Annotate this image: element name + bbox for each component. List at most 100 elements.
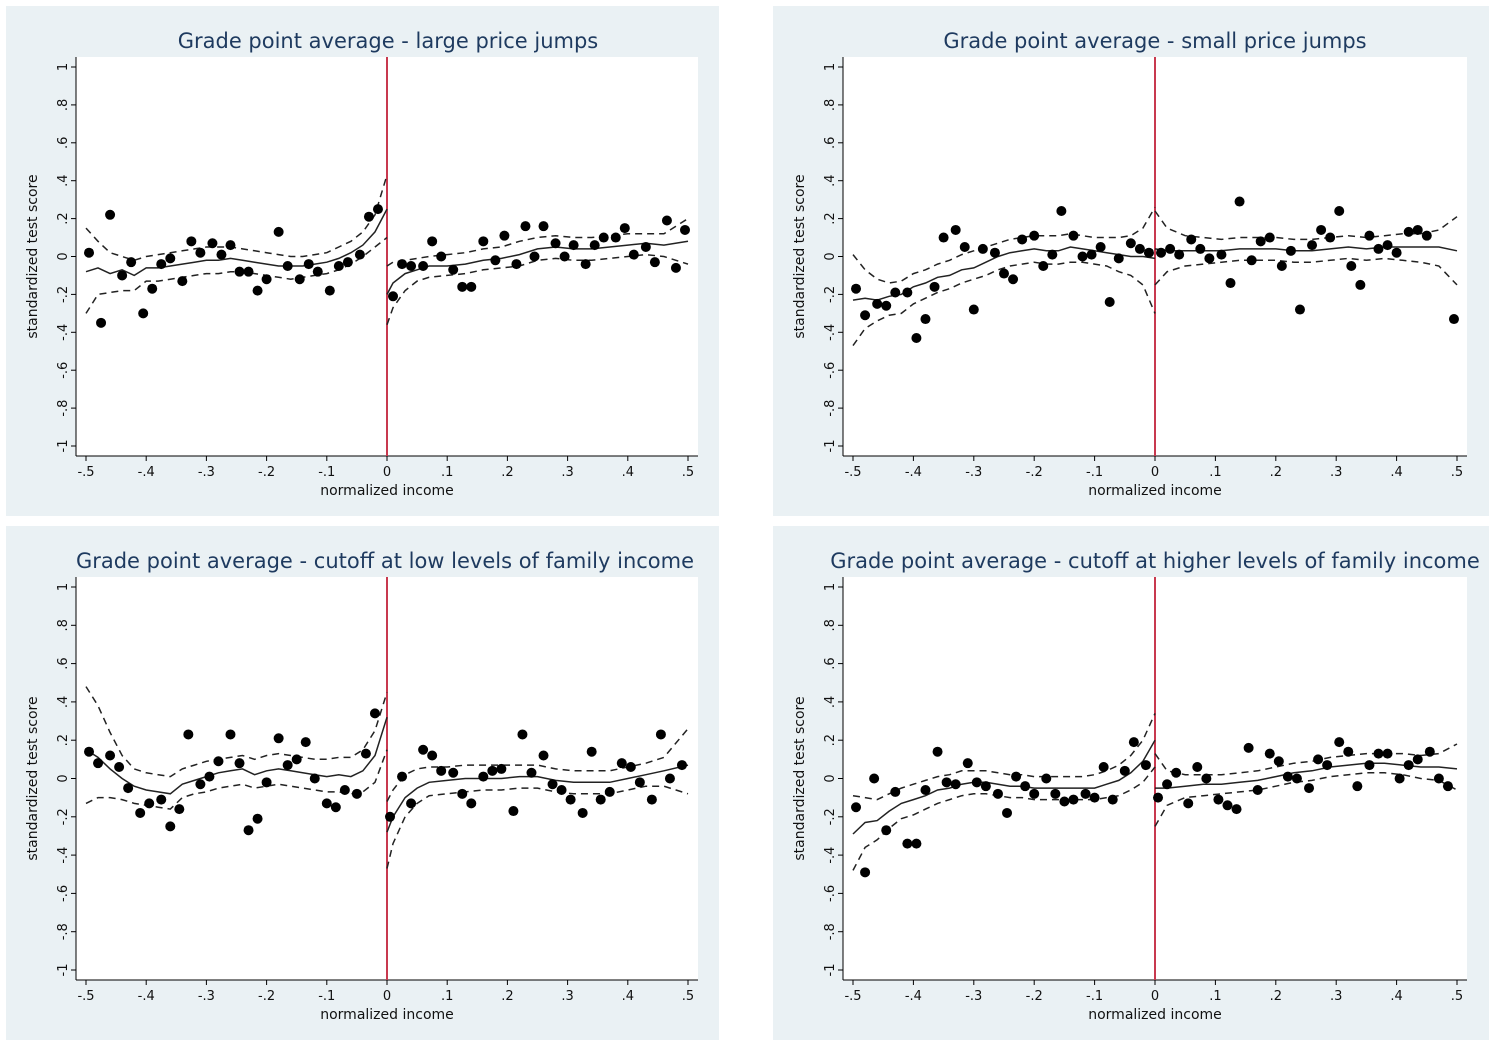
chart-4-y-tick-label: -1: [823, 964, 838, 977]
chart-2-data-point: [1165, 243, 1176, 254]
chart-4-y-tick-label: -.8: [823, 923, 838, 940]
chart-3-y-tick-label: .6: [56, 657, 71, 669]
chart-4-data-point: [1352, 781, 1363, 792]
chart-2-data-point: [1391, 247, 1402, 258]
chart-3-data-point: [261, 777, 272, 788]
chart-4-ci-right-lower: [1154, 772, 1458, 827]
chart-2-y-tick-label: 0: [823, 252, 838, 260]
chart-3-data-point: [84, 746, 95, 757]
chart-3-data-point: [183, 729, 194, 740]
chart-4-data-point: [1304, 783, 1315, 794]
chart-4-x-tick-label: -.5: [844, 989, 861, 1004]
chart-1-data-point: [207, 238, 218, 249]
chart-1-data-point: [490, 255, 501, 266]
chart-2-x-tick-label: .3: [1330, 465, 1342, 480]
chart-2-data-point: [1285, 245, 1296, 256]
chart-3-fit-left: [85, 716, 388, 795]
chart-2-data-point: [1186, 234, 1197, 245]
chart-1-x-tick-label: -.3: [198, 465, 215, 480]
chart-1-data-point: [550, 238, 561, 249]
chart-4-data-point: [1029, 788, 1040, 799]
chart-1-data-point: [138, 308, 149, 319]
chart-2-data-point: [1373, 243, 1384, 254]
chart-3-data-point: [135, 807, 146, 818]
chart-small-price-jumps: Grade point average - small price jumps -…: [792, 29, 1467, 499]
chart-4-x-axis-label: normalized income: [1088, 1007, 1222, 1023]
chart-4-data-point: [911, 838, 922, 849]
chart-4-data-point: [1273, 756, 1284, 767]
chart-3-data-point: [565, 794, 576, 805]
chart-3-data-point: [595, 794, 606, 805]
chart-1-x-tick-label: -.4: [138, 465, 155, 480]
chart-4-y-tick-label: 0: [823, 774, 838, 782]
chart-4-data-point: [1213, 794, 1224, 805]
chart-2-data-point: [959, 242, 970, 253]
chart-2-data-point: [1077, 251, 1088, 262]
chart-1-x-tick-label: -.2: [258, 465, 275, 480]
chart-2-data-point: [1294, 304, 1305, 315]
chart-2-data-point: [1448, 314, 1459, 325]
chart-3-data-point: [123, 783, 134, 794]
chart-4-data-point: [950, 779, 961, 790]
chart-2-data-point: [1095, 242, 1106, 253]
chart-4-y-tick-label: -.6: [823, 885, 838, 902]
chart-4-data-point: [980, 781, 991, 792]
chart-4-data-point: [860, 867, 871, 878]
chart-1-data-point: [640, 242, 651, 253]
chart-3-data-point: [457, 788, 468, 799]
chart-1-data-point: [252, 285, 263, 296]
chart-1-x-axis-label: normalized income: [320, 483, 454, 499]
chart-1-data-point: [511, 259, 522, 270]
chart-1-data-point: [165, 253, 176, 264]
chart-1-data-point: [436, 251, 447, 262]
chart-low-family-income: Grade point average - cutoff at low leve…: [25, 549, 698, 1023]
chart-4-data-point: [1020, 781, 1031, 792]
chart-3-data-point: [508, 806, 519, 817]
chart-1-data-point: [499, 230, 510, 241]
chart-2-data-point: [1029, 230, 1040, 241]
chart-1-data-point: [294, 274, 305, 285]
chart-2-data-point: [1008, 274, 1019, 285]
chart-1-x-tick-label: -.5: [77, 465, 94, 480]
chart-4-data-point: [1002, 807, 1013, 818]
chart-4-x-tick-label: -.1: [1086, 989, 1103, 1004]
chart-2-data-point: [1264, 232, 1275, 243]
chart-2-x-tick-label: 0: [1151, 465, 1159, 480]
chart-4-data-point: [1153, 792, 1164, 803]
chart-2-y-tick-label: -.6: [823, 362, 838, 379]
chart-3-data-point: [213, 756, 224, 767]
chart-3-data-point: [93, 758, 104, 769]
chart-3-data-point: [577, 807, 588, 818]
chart-3-x-tick-label: .4: [622, 989, 634, 1004]
chart-3-ci-right-lower: [386, 785, 689, 869]
chart-2-y-tick-label: .4: [823, 174, 838, 186]
chart-4-data-point: [1442, 781, 1453, 792]
chart-4-data-point: [1322, 760, 1333, 771]
chart-4-data-point: [1373, 748, 1384, 759]
chart-2-data-point: [1047, 249, 1058, 260]
chart-3-y-tick-label: .4: [56, 696, 71, 708]
chart-4-data-point: [1313, 754, 1324, 765]
chart-2-data-point: [902, 287, 913, 298]
chart-1-data-point: [177, 276, 188, 287]
chart-4-data-point: [1403, 760, 1414, 771]
chart-1-y-tick-label: .2: [56, 212, 71, 224]
chart-2-data-point: [1403, 226, 1414, 237]
panel-large-price-jumps: Grade point average - large price jumps -…: [6, 6, 719, 516]
chart-3-y-tick-label: -.6: [56, 885, 71, 902]
chart-2-data-point: [1068, 230, 1079, 241]
chart-3-data-point: [586, 746, 597, 757]
chart-3-data-point: [436, 765, 447, 776]
chart-2-data-point: [1174, 249, 1185, 260]
chart-2-data-point: [1255, 236, 1266, 247]
chart-3-y-tick-label: .2: [56, 734, 71, 746]
chart-3-data-point: [427, 750, 438, 761]
chart-3-data-point: [547, 779, 558, 790]
chart-3-ci-left-upper: [85, 686, 388, 778]
chart-4-x-tick-label: -.3: [965, 989, 982, 1004]
panel-low-family-income: Grade point average - cutoff at low leve…: [6, 526, 719, 1040]
chart-4-data-point: [1192, 762, 1203, 773]
chart-1-data-point: [312, 266, 323, 277]
chart-2-data-point: [1195, 243, 1206, 254]
chart-4-data-point: [1291, 773, 1302, 784]
